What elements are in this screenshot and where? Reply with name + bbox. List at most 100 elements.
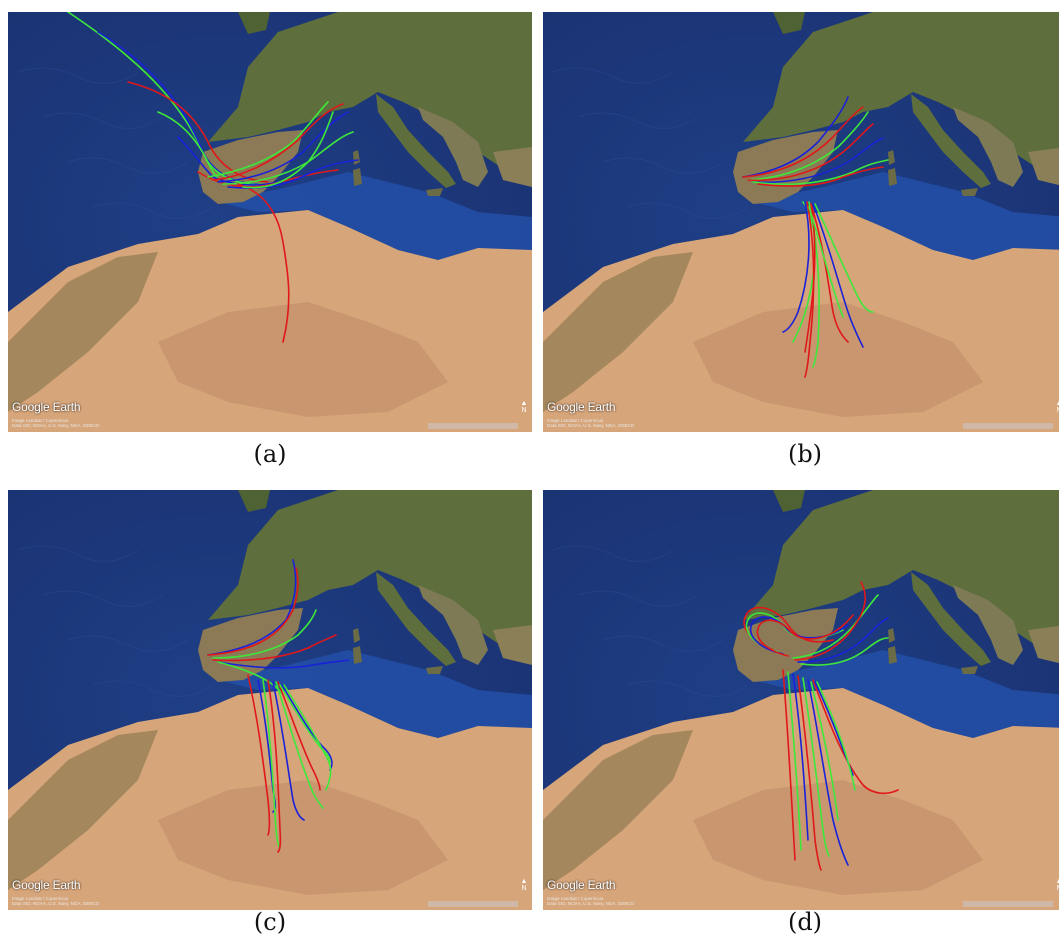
seafloor-ridge	[552, 67, 674, 84]
europe-landmass	[208, 12, 532, 187]
italian-peninsula	[911, 94, 991, 188]
trajectory-blue	[281, 684, 333, 771]
north-label: N	[521, 885, 527, 892]
google-earth-logo: Google Earth	[547, 878, 616, 892]
italian-peninsula	[376, 94, 456, 188]
trajectory-green	[262, 679, 281, 849]
sardinia-island	[353, 646, 362, 664]
panel-caption: (d)	[787, 908, 823, 936]
north-arrow-icon: ▲N	[1054, 878, 1059, 896]
desert-shading	[693, 302, 983, 417]
north-arrow-icon: ▲N	[520, 878, 528, 892]
italian-peninsula	[376, 572, 456, 666]
trajectory-group	[67, 12, 359, 343]
trajectory-blue	[749, 616, 849, 655]
desert-shading	[158, 302, 448, 417]
trajectory-green	[808, 206, 844, 318]
seafloor-ridge	[67, 635, 189, 652]
morocco-atlas	[543, 252, 693, 412]
trajectory-green	[816, 681, 856, 791]
trajectory-red	[812, 679, 899, 795]
trajectory-blue	[807, 679, 849, 866]
balkan-peninsula	[953, 107, 1023, 187]
sicily-island	[961, 666, 978, 674]
europe-landmass	[743, 490, 1059, 660]
logo-text: Google Earth	[547, 400, 616, 414]
trajectory-green	[752, 159, 889, 186]
europe-landmass	[743, 12, 1059, 182]
trajectory-red	[207, 567, 299, 656]
scale-bar	[963, 901, 1053, 907]
anatolia	[493, 625, 532, 665]
morocco-atlas	[8, 730, 158, 890]
mediterranean-sea	[218, 172, 532, 260]
scale-bar	[428, 901, 518, 907]
sicily-island	[961, 188, 978, 196]
europe-landmass	[208, 490, 532, 665]
google-earth-logo: Google Earth	[12, 400, 81, 414]
satellite-map: Google Earth Image Landsat / Copernicus …	[543, 12, 1059, 432]
map-view	[543, 12, 1059, 432]
seafloor-ridge	[42, 112, 164, 129]
google-earth-logo: Google Earth	[547, 400, 616, 414]
seafloor-ridge	[602, 157, 724, 174]
trajectory-green	[810, 681, 839, 821]
sardinia-island	[888, 168, 897, 186]
trajectory-blue	[742, 96, 849, 178]
trajectory-green	[67, 12, 224, 183]
iberian-peninsula	[198, 130, 303, 204]
map-view	[8, 490, 532, 910]
panel-caption: (c)	[253, 908, 287, 936]
trajectory-green	[800, 637, 889, 666]
trajectory-green	[787, 671, 802, 851]
trajectory-green	[207, 101, 329, 178]
trajectory-red	[804, 201, 815, 378]
corsica-island	[888, 150, 895, 165]
seafloor-ridge	[627, 680, 749, 697]
trajectory-green	[747, 111, 869, 181]
seafloor-ridge	[552, 545, 674, 562]
north-label: N	[1056, 885, 1059, 892]
trajectory-red	[747, 123, 874, 182]
seafloor-ridge	[92, 680, 214, 697]
seafloor-ridge	[627, 202, 749, 219]
trajectory-red	[237, 183, 290, 343]
sardinia-island	[353, 168, 362, 186]
corsica-island	[888, 628, 895, 643]
british-isles	[238, 12, 270, 34]
trajectory-green	[283, 684, 332, 791]
trajectory-blue	[752, 137, 884, 184]
logo-text: Google Earth	[12, 878, 81, 892]
trajectory-red	[247, 674, 271, 836]
seafloor-ridge	[602, 635, 724, 652]
scale-bar	[963, 423, 1053, 429]
satellite-map: Google Earth Image Landsat / Copernicus …	[8, 12, 532, 432]
sardinia-island	[888, 646, 897, 664]
north-arrow-icon: ▲N	[1054, 400, 1059, 418]
trajectory-red	[794, 581, 866, 661]
trajectory-red	[212, 634, 337, 662]
balkan-peninsula	[953, 585, 1023, 665]
trajectory-green	[242, 111, 334, 189]
trajectory-red	[810, 203, 849, 343]
imagery-credits: Image Landsat / Copernicus Data SIO, NOA…	[12, 896, 100, 906]
north-label: N	[521, 407, 527, 414]
british-isles	[773, 490, 805, 512]
trajectory-red	[797, 675, 822, 871]
seafloor-ridge	[42, 590, 164, 607]
trajectory-green	[802, 677, 830, 857]
mediterranean-sea	[753, 172, 1059, 260]
trajectory-red	[212, 103, 344, 181]
seafloor-ridge	[17, 545, 139, 562]
imagery-credits: Image Landsat / Copernicus Data SIO, NOA…	[547, 418, 635, 428]
trajectory-blue	[217, 111, 349, 183]
trajectory-green	[217, 661, 284, 696]
satellite-map: Google Earth Image Landsat / Copernicus …	[543, 490, 1059, 910]
seafloor-ridge	[577, 112, 699, 129]
trajectory-red	[756, 614, 854, 657]
trajectory-blue	[177, 136, 279, 186]
trajectory-group	[743, 581, 899, 871]
map-view	[543, 490, 1059, 910]
seafloor-ridge	[577, 590, 699, 607]
trajectory-group	[742, 96, 889, 378]
